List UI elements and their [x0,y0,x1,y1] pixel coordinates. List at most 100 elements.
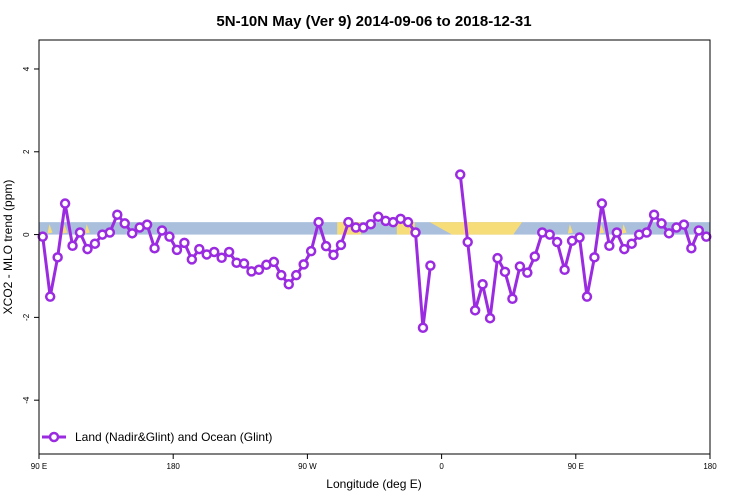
y-axis-label: XCO2 - MLO trend (ppm) [1,180,15,315]
data-point [74,227,86,238]
y-tick-label: 0 [22,232,31,237]
data-point [328,249,339,261]
data-point [343,216,354,228]
plot-frame [38,39,711,455]
data-point [619,243,630,255]
data-point [126,228,138,239]
data-point [686,242,697,254]
y-tick-label: -4 [22,396,31,404]
data-point [298,259,309,270]
y-axis: -4 -2 0 2 4 [22,66,39,404]
data-point [313,216,324,228]
data-point [149,242,160,254]
data-point [402,216,414,228]
data-point [59,198,71,209]
legend-label: Land (Nadir&Glint) and Ocean (Glint) [75,430,272,444]
data-point [186,254,198,265]
y-tick-label: -2 [22,313,31,321]
band-yellow [621,224,627,234]
series-line [458,174,708,320]
x-axis: 90 E 180 90 W 0 90 E 180 [31,454,717,471]
legend-marker [48,431,60,443]
data-point [499,266,511,278]
band-yellow [47,224,53,234]
data-point [574,232,585,243]
data-point [223,246,235,258]
data-point [507,293,518,304]
data-point [648,209,660,220]
data-point [484,312,496,324]
x-axis-label: Longitude (deg E) [326,477,421,491]
data-point [693,225,705,236]
band-yellow [84,224,90,234]
data-point [164,231,175,242]
data-series [37,169,712,333]
data-point [410,227,421,238]
data-point [44,291,56,302]
data-point [417,322,429,333]
data-point [469,305,481,316]
y-tick-label: 4 [22,66,31,71]
data-point [365,218,377,230]
x-tick-label: 90 E [31,462,47,471]
data-point [425,260,436,271]
band-yellow [599,224,605,234]
data-point [477,279,488,290]
data-point [335,239,347,251]
legend: Land (Nadir&Glint) and Ocean (Glint) [42,430,272,444]
x-tick-label: 180 [167,462,181,471]
data-point [320,240,332,252]
data-point [454,169,466,180]
data-point [589,252,600,263]
data-point [119,218,130,229]
data-point [492,252,503,264]
data-point [194,243,205,255]
data-point [67,240,78,252]
band-yellow [429,222,523,235]
data-point [276,269,287,281]
data-point [141,219,153,230]
data-point [559,264,570,276]
data-point [156,225,168,236]
x-tick-label: 0 [439,462,444,471]
data-point [268,256,280,268]
data-point [544,229,555,240]
data-point [283,279,295,290]
data-point [663,228,675,239]
data-point [656,218,667,229]
data-point [596,198,608,209]
data-point [611,227,623,238]
x-tick-label: 90 W [298,462,317,471]
data-point [522,267,533,278]
data-point [112,209,123,220]
data-point [626,238,637,249]
data-point [37,231,48,242]
data-point [514,261,526,272]
data-point [551,236,563,248]
data-point [208,246,220,258]
data-point [604,240,615,252]
x-tick-label: 180 [703,462,717,471]
data-point [581,291,593,302]
band-yellow [62,224,68,234]
chart-title: 5N-10N May (Ver 9) 2014-09-06 to 2018-12… [216,13,531,30]
data-point [171,244,183,256]
data-point [641,227,652,238]
data-point [305,245,317,257]
data-point [179,237,190,249]
data-point [238,258,250,269]
data-point [678,219,690,230]
y-tick-label: 2 [22,149,31,154]
data-point [462,236,473,248]
data-point [52,252,63,263]
data-point [372,211,384,223]
data-point [216,252,227,264]
data-point [701,231,712,242]
band-yellow [567,224,573,234]
data-point [82,243,93,255]
data-point [529,251,541,262]
x-tick-label: 90 E [568,462,584,471]
data-point [253,264,265,276]
data-point [89,238,101,249]
